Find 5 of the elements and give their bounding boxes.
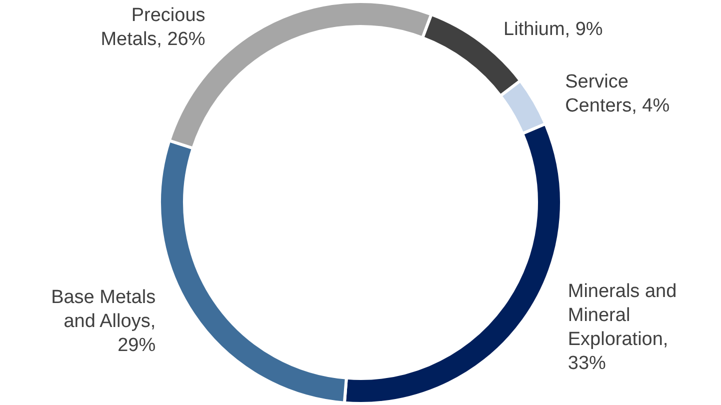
slice-label: Service Centers, 4% [565,71,670,116]
slice-label: Lithium, 9% [504,19,603,40]
slice-label: Precious Metals, 26% [100,5,206,50]
slice-label: Base Metals and Alloys, 29% [51,286,156,356]
slice-label: Minerals and Mineral Exploration, 33% [568,281,677,374]
